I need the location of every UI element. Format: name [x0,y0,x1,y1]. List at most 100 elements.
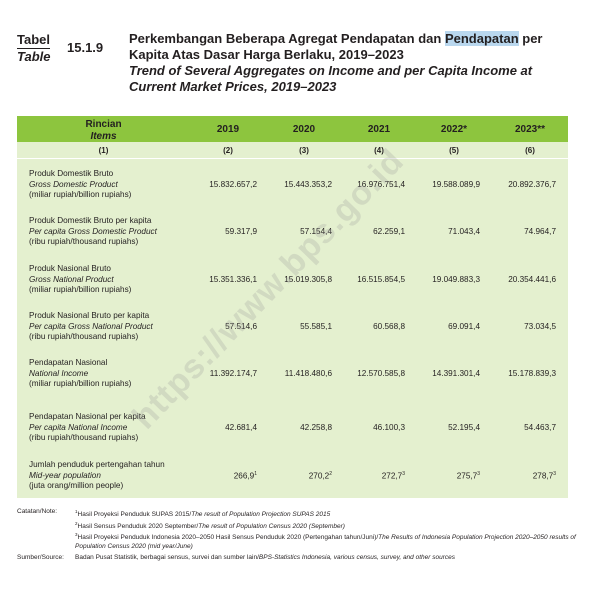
cell-2021: 16.976.751,4 [357,180,405,189]
row-label-en: Per capita National Income [29,422,128,432]
row-unit: (miliar rupiah/billion rupiahs) [29,190,132,199]
cell-2019: 57.514,6 [225,322,257,331]
cell-footnote-ref: 1 [254,471,257,477]
table-row-jumlah-penduduk: Jumlah penduduk pertengahan tahun Mid-ye… [17,460,568,500]
table-header: Rincian Items 2019 2020 2021 2022* 2023*… [17,116,568,142]
cell-value: 266,9 [233,471,255,481]
note-2-mark: 2 [75,520,78,526]
cell-footnote-ref: 3 [477,471,480,477]
row-label: Pendapatan Nasional per kapita Per capit… [29,412,199,444]
cell-2021: 272,73 [325,471,405,481]
cell-2020: 55.585,1 [300,322,332,331]
column-number-row: (1) (2) (3) (4) (5) (6) [17,144,568,157]
note-label: Catatan/Note: [17,508,58,515]
row-label: Produk Domestik Bruto Gross Domestic Pro… [29,169,199,201]
cell-2021: 60.568,8 [373,322,405,331]
row-label: Jumlah penduduk pertengahan tahun Mid-ye… [29,460,199,492]
cell-2020: 57.154,4 [300,227,332,236]
note-3: 3Hasil Proyeksi Penduduk Indonesia 2020–… [17,531,587,551]
cell-2020: 11.418.480,6 [284,369,332,378]
cell-2023: 15.178.839,3 [508,369,556,378]
row-label-id: Produk Nasional Bruto per kapita [29,311,150,320]
cell-2022: 19.588.089,9 [432,180,480,189]
row-unit: (ribu rupiah/thousand rupiahs) [29,332,139,341]
header-divider [17,158,568,159]
row-unit: (miliar rupiah/billion rupiahs) [29,379,132,388]
title-id-post: per Kapita Atas Dasar Harga Berlaku, 201… [129,31,543,62]
cell-2020: 15.443.353,2 [284,180,332,189]
cell-2019: 266,91 [177,471,257,481]
note-1-en: The result of Population Projection SUPA… [191,511,331,519]
row-label-en: Mid-year population [29,470,101,480]
table-row-pdb-per-kapita: Produk Domestik Bruto per kapita Per cap… [17,216,568,256]
header-rincian-id: Rincian [85,119,122,130]
row-label-id: Produk Nasional Bruto [29,264,111,273]
note-2-en: The result of Population Census 2020 (Se… [198,522,345,530]
row-label-id: Jumlah penduduk pertengahan tahun [29,460,165,469]
note-1-mark: 1 [75,509,78,514]
cell-2020: 15.019.305,8 [284,275,332,284]
colnum-6: (6) [525,146,535,155]
cell-2022: 69.091,4 [448,322,480,331]
header-year-2022: 2022* [440,124,468,135]
cell-2020: 42.258,8 [300,423,332,432]
colnum-3: (3) [299,146,309,155]
note-2: 2Hasil Sensus Penduduk 2020 September/Th… [17,520,587,532]
table-row-pdb: Produk Domestik Bruto Gross Domestic Pro… [17,169,568,209]
cell-2019: 42.681,4 [225,423,257,432]
row-label: Produk Domestik Bruto per kapita Per cap… [29,216,199,248]
row-label-en: Per capita Gross Domestic Product [29,226,157,236]
cell-2023: 20.892.376,7 [508,180,556,189]
row-label-id: Pendapatan Nasional [29,358,108,367]
colnum-2: (2) [223,146,233,155]
cell-2023: 278,73 [476,471,556,481]
source-id: Badan Pusat Statistik, berbagai sensus, … [75,554,259,562]
header-rincian-en: Items [90,131,117,142]
title-id: Perkembangan Beberapa Agregat Pendapatan… [129,31,569,63]
table-label-en: Table [17,49,51,64]
colnum-5: (5) [449,146,459,155]
cell-value: 270,2 [308,471,330,481]
table-label: Tabel Table [17,32,50,65]
cell-2023: 20.354.441,6 [508,275,556,284]
colnum-4: (4) [374,146,384,155]
cell-2019: 59.317,9 [225,227,257,236]
cell-2023: 74.964,7 [524,227,556,236]
row-label-en: Per capita Gross National Product [29,321,153,331]
cell-value: 275,7 [456,471,478,481]
cell-footnote-ref: 2 [329,471,332,477]
note-1: Catatan/Note: 1Hasil Proyeksi Penduduk S… [17,508,587,520]
table-number: 15.1.9 [67,40,104,55]
cell-2021: 46.100,3 [373,423,405,432]
source-en: BPS-Statistics Indonesia, various census… [258,554,455,562]
title-en: Trend of Several Aggregates on Income an… [129,63,533,94]
row-label: Produk Nasional Bruto per kapita Per cap… [29,311,199,343]
header-rincian: Rincian Items [17,119,190,143]
cell-value: 272,7 [381,471,403,481]
colnum-1: (1) [98,146,109,155]
cell-2023: 54.463,7 [524,423,556,432]
footnotes: Catatan/Note: 1Hasil Proyeksi Penduduk S… [17,508,587,563]
note-3-mark: 3 [75,532,78,538]
row-label: Pendapatan Nasional National Income (mil… [29,358,199,390]
row-label-id: Produk Domestik Bruto [29,169,114,178]
source-label: Sumber/Source: [17,554,64,562]
row-label-id: Produk Domestik Bruto per kapita [29,216,152,225]
table-row-pendapatan-nasional-per-kapita: Pendapatan Nasional per kapita Per capit… [17,412,568,452]
row-unit: (ribu rupiah/thousand rupiahs) [29,433,139,442]
cell-2020: 270,22 [252,471,332,481]
table-title: Perkembangan Beberapa Agregat Pendapatan… [129,31,569,95]
header-year-2023: 2023** [514,124,546,135]
cell-2022: 71.043,4 [448,227,480,236]
cell-2021: 16.515.854,5 [357,275,405,284]
row-label: Produk Nasional Bruto Gross National Pro… [29,264,199,296]
row-unit: (miliar rupiah/billion rupiahs) [29,285,132,294]
header-year-2021: 2021 [367,124,391,135]
cell-2021: 62.259,1 [373,227,405,236]
data-table: Rincian Items 2019 2020 2021 2022* 2023*… [17,116,568,498]
cell-2023: 73.034,5 [524,322,556,331]
note-1-id: Hasil Proyeksi Penduduk SUPAS 2015/ [77,511,192,519]
cell-2021: 12.570.585,8 [357,369,405,378]
table-label-id: Tabel [17,32,50,49]
note-2-id: Hasil Sensus Penduduk 2020 September/ [77,522,199,530]
